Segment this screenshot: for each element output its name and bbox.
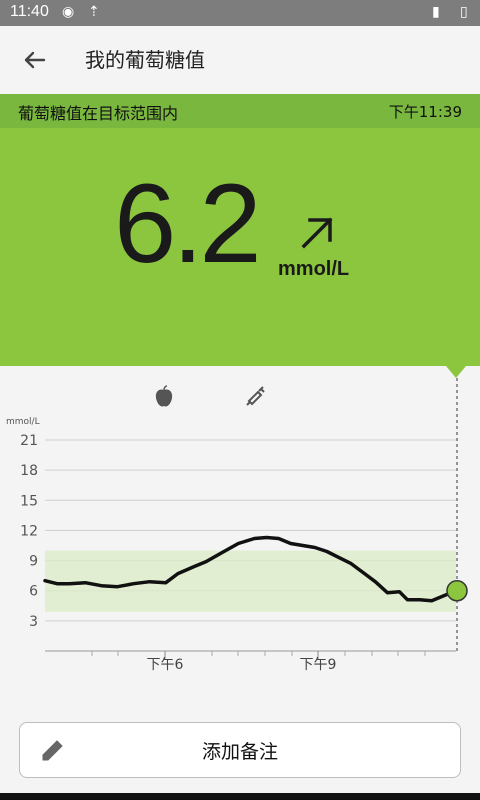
add-note-label: 添加备注	[201, 741, 278, 763]
reading-time: 下午11:39	[388, 103, 462, 121]
nav-bar	[0, 793, 480, 800]
battery-icon: ▯	[460, 4, 468, 20]
status-time: 11:40	[10, 3, 49, 20]
glucose-line	[43, 535, 458, 603]
apple-icon	[155, 385, 173, 407]
current-point	[446, 579, 468, 602]
y-tick-label: 9	[29, 554, 38, 570]
location-icon: ◉	[62, 4, 75, 20]
x-tick-label: 下午9	[300, 657, 337, 673]
x-tick-label: 下午6	[147, 657, 184, 673]
trend-up-right-icon	[301, 217, 333, 249]
upload-icon: ⇡	[88, 4, 100, 20]
current-reading-panel: 6.2 mmol/L	[0, 128, 480, 366]
app-bar: 我的葡萄糖值	[0, 26, 480, 94]
y-tick-label: 3	[29, 614, 38, 630]
target-range-band	[45, 550, 456, 612]
syringe-icon	[246, 386, 265, 406]
range-status-text: 葡萄糖值在目标范围内	[18, 104, 179, 123]
y-axis-label: mmol/L	[6, 417, 40, 427]
status-bar: 11:40 ◉ ⇡ ▮ ▯	[0, 0, 480, 26]
current-time-marker	[446, 366, 466, 378]
y-tick-label: 15	[20, 493, 38, 509]
glucose-value: 6.2	[114, 161, 262, 286]
y-tick-label: 18	[20, 463, 38, 479]
vibrate-icon: ▮	[432, 4, 440, 20]
y-tick-label: 6	[29, 584, 38, 600]
back-arrow-icon[interactable]	[18, 44, 50, 76]
y-tick-label: 21	[20, 433, 38, 449]
page-title: 我的葡萄糖值	[85, 48, 205, 72]
add-note-button[interactable]: 添加备注	[19, 722, 461, 778]
glucose-unit: mmol/L	[278, 258, 350, 280]
pencil-icon	[42, 740, 63, 761]
glucose-chart: mmol/L 3 6 9 12 15 18 21 下午6 下午9	[6, 378, 468, 673]
status-banner: 葡萄糖值在目标范围内 下午11:39	[0, 94, 480, 128]
y-tick-label: 12	[20, 523, 38, 539]
